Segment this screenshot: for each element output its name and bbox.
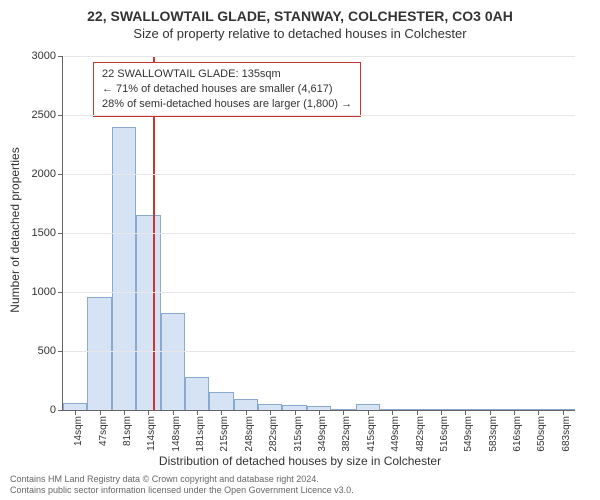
x-tick-mark (514, 410, 515, 415)
gridline (63, 233, 575, 234)
gridline (63, 56, 575, 57)
x-tick-label: 248sqm (244, 416, 255, 452)
histogram-bar (234, 399, 258, 410)
x-tick-label: 181sqm (195, 416, 206, 452)
y-tick-label: 2000 (32, 168, 63, 180)
histogram-bar (136, 215, 160, 410)
histogram-bar (63, 403, 87, 410)
x-tick-mark (295, 410, 296, 415)
x-tick-mark (124, 410, 125, 415)
x-tick-label: 282sqm (268, 416, 279, 452)
x-tick-mark (100, 410, 101, 415)
histogram-bar (87, 297, 111, 410)
x-tick-mark (75, 410, 76, 415)
histogram-bar (209, 392, 233, 410)
y-tick-label: 1500 (32, 227, 63, 239)
callout-line-2: ← 71% of detached houses are smaller (4,… (102, 82, 352, 97)
y-tick-label: 2500 (32, 109, 63, 121)
x-tick-mark (246, 410, 247, 415)
chart-subtitle: Size of property relative to detached ho… (0, 24, 600, 41)
histogram-bar (161, 313, 185, 410)
x-tick-label: 47sqm (98, 416, 109, 446)
x-tick-label: 81sqm (122, 416, 133, 446)
plot-area: 22 SWALLOWTAIL GLADE: 135sqm ← 71% of de… (62, 56, 575, 411)
x-tick-label: 114sqm (146, 416, 157, 451)
x-tick-mark (270, 410, 271, 415)
histogram-bar (185, 377, 209, 410)
x-tick-label: 616sqm (512, 416, 523, 452)
x-tick-label: 315sqm (293, 416, 304, 452)
chart-title-address: 22, SWALLOWTAIL GLADE, STANWAY, COLCHEST… (0, 0, 600, 24)
x-tick-label: 449sqm (390, 416, 401, 452)
callout-line-3: 28% of semi-detached houses are larger (… (102, 97, 352, 112)
footer-line-2: Contains public sector information licen… (10, 485, 590, 496)
gridline (63, 292, 575, 293)
x-tick-mark (148, 410, 149, 415)
x-tick-label: 415sqm (366, 416, 377, 452)
y-tick-label: 0 (50, 404, 63, 416)
x-tick-label: 516sqm (439, 416, 450, 452)
x-tick-mark (197, 410, 198, 415)
gridline (63, 174, 575, 175)
x-tick-mark (319, 410, 320, 415)
x-tick-label: 583sqm (488, 416, 499, 452)
y-tick-label: 3000 (32, 50, 63, 62)
x-tick-mark (465, 410, 466, 415)
x-tick-label: 650sqm (536, 416, 547, 452)
x-tick-mark (221, 410, 222, 415)
x-tick-mark (173, 410, 174, 415)
gridline (63, 115, 575, 116)
x-tick-mark (343, 410, 344, 415)
gridline (63, 351, 575, 352)
x-tick-label: 382sqm (341, 416, 352, 452)
callout-box: 22 SWALLOWTAIL GLADE: 135sqm ← 71% of de… (93, 62, 361, 117)
x-tick-label: 148sqm (171, 416, 182, 452)
histogram-bar (112, 127, 136, 410)
x-tick-mark (368, 410, 369, 415)
chart-container: 22, SWALLOWTAIL GLADE, STANWAY, COLCHEST… (0, 0, 600, 500)
callout-line-1: 22 SWALLOWTAIL GLADE: 135sqm (102, 67, 352, 82)
x-tick-label: 14sqm (73, 416, 84, 446)
x-tick-mark (563, 410, 564, 415)
x-tick-mark (441, 410, 442, 415)
x-tick-label: 215sqm (219, 416, 230, 452)
x-tick-label: 349sqm (317, 416, 328, 452)
footer-line-1: Contains HM Land Registry data © Crown c… (10, 474, 590, 485)
x-axis-title: Distribution of detached houses by size … (0, 454, 600, 468)
x-tick-mark (490, 410, 491, 415)
y-tick-label: 500 (38, 345, 63, 357)
x-tick-mark (392, 410, 393, 415)
x-tick-mark (538, 410, 539, 415)
x-tick-mark (417, 410, 418, 415)
x-tick-label: 482sqm (415, 416, 426, 452)
x-tick-label: 683sqm (561, 416, 572, 452)
y-tick-label: 1000 (32, 286, 63, 298)
footer-attribution: Contains HM Land Registry data © Crown c… (10, 474, 590, 497)
x-tick-label: 549sqm (463, 416, 474, 452)
